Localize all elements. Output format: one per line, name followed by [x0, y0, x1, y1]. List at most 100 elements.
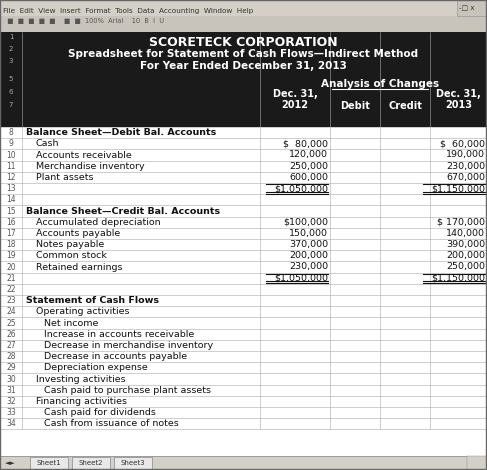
Text: Common stock: Common stock [36, 251, 107, 260]
Text: 28: 28 [6, 352, 16, 361]
Text: Balance Sheet—Debit Bal. Accounts: Balance Sheet—Debit Bal. Accounts [26, 128, 216, 137]
Text: Merchandise inventory: Merchandise inventory [36, 162, 145, 171]
Text: 370,000: 370,000 [289, 240, 328, 249]
Text: 22: 22 [6, 285, 16, 294]
Text: 31: 31 [6, 386, 16, 395]
Text: Accounts payable: Accounts payable [36, 229, 120, 238]
Text: 1: 1 [9, 34, 13, 40]
Text: Decrease in merchandise inventory: Decrease in merchandise inventory [44, 341, 213, 350]
Text: $  60,000: $ 60,000 [440, 139, 485, 149]
Text: 33: 33 [6, 408, 16, 417]
Bar [457, 0, 487, 16]
Text: Accounts receivable: Accounts receivable [36, 150, 132, 159]
Text: 15: 15 [6, 206, 16, 216]
Text: $100,000: $100,000 [283, 218, 328, 227]
Bar [30, 457, 68, 469]
Text: 17: 17 [6, 229, 16, 238]
Text: 230,000: 230,000 [446, 162, 485, 171]
Text: 34: 34 [6, 419, 16, 428]
Text: Spreadsheet for Statement of Cash Flows—Indirect Method: Spreadsheet for Statement of Cash Flows—… [69, 49, 418, 59]
Text: Debit: Debit [340, 101, 370, 111]
Bar [0, 456, 487, 470]
Text: 10: 10 [6, 150, 16, 159]
Text: $1,150,000: $1,150,000 [431, 184, 485, 193]
Text: Notes payable: Notes payable [36, 240, 104, 249]
Text: Cash paid for dividends: Cash paid for dividends [44, 408, 156, 417]
Text: 23: 23 [6, 296, 16, 305]
Text: 26: 26 [6, 329, 16, 339]
Bar [114, 457, 152, 469]
Bar [467, 456, 487, 470]
Text: 13: 13 [6, 184, 16, 193]
Bar [0, 0, 487, 32]
Text: 27: 27 [6, 341, 16, 350]
Text: Cash paid to purchase plant assets: Cash paid to purchase plant assets [44, 386, 211, 395]
Text: $ 170,000: $ 170,000 [437, 218, 485, 227]
Text: ◄►: ◄► [5, 460, 16, 466]
Text: 16: 16 [6, 218, 16, 227]
Text: -□ x: -□ x [459, 5, 475, 11]
Text: ■  ■  ■  ■  ■    ■  ■  100%  Arial    10  B  I  U: ■ ■ ■ ■ ■ ■ ■ 100% Arial 10 B I U [3, 18, 164, 24]
Text: Cash: Cash [36, 139, 59, 149]
Text: Sheet2: Sheet2 [79, 460, 103, 466]
Text: 24: 24 [6, 307, 16, 316]
Text: 3: 3 [9, 58, 13, 64]
Text: Sheet3: Sheet3 [121, 460, 145, 466]
Text: Cash from issuance of notes: Cash from issuance of notes [44, 419, 179, 428]
Bar [72, 457, 110, 469]
Text: Depreciation expense: Depreciation expense [44, 363, 148, 372]
Text: 25: 25 [6, 319, 16, 328]
Text: 200,000: 200,000 [289, 251, 328, 260]
Text: 250,000: 250,000 [289, 162, 328, 171]
Text: Plant assets: Plant assets [36, 173, 94, 182]
Text: 390,000: 390,000 [446, 240, 485, 249]
Text: 20: 20 [6, 263, 16, 272]
Bar [0, 32, 487, 127]
Text: 18: 18 [6, 240, 16, 249]
Text: 670,000: 670,000 [446, 173, 485, 182]
Text: $1,150,000: $1,150,000 [431, 274, 485, 282]
Text: 6: 6 [9, 89, 13, 95]
Text: 140,000: 140,000 [446, 229, 485, 238]
Text: Statement of Cash Flows: Statement of Cash Flows [26, 296, 159, 305]
Text: Operating activities: Operating activities [36, 307, 130, 316]
Text: Investing activities: Investing activities [36, 375, 126, 384]
Text: 19: 19 [6, 251, 16, 260]
Text: Sheet1: Sheet1 [37, 460, 61, 466]
Text: 150,000: 150,000 [289, 229, 328, 238]
Text: Accumulated depreciation: Accumulated depreciation [36, 218, 161, 227]
Text: 230,000: 230,000 [289, 263, 328, 272]
Text: 120,000: 120,000 [289, 150, 328, 159]
Text: 30: 30 [6, 375, 16, 384]
Text: 2012: 2012 [281, 100, 308, 110]
Text: 7: 7 [9, 102, 13, 108]
Text: 11: 11 [6, 162, 16, 171]
Text: 2: 2 [9, 46, 13, 52]
Text: Financing activities: Financing activities [36, 397, 127, 406]
Text: For Year Ended December 31, 2013: For Year Ended December 31, 2013 [140, 61, 347, 71]
Text: Decrease in accounts payable: Decrease in accounts payable [44, 352, 187, 361]
Text: 29: 29 [6, 363, 16, 372]
Text: 200,000: 200,000 [446, 251, 485, 260]
Text: 21: 21 [6, 274, 16, 282]
Text: Increase in accounts receivable: Increase in accounts receivable [44, 329, 194, 339]
Text: 600,000: 600,000 [289, 173, 328, 182]
Text: 190,000: 190,000 [446, 150, 485, 159]
Text: Dec. 31,: Dec. 31, [436, 89, 481, 99]
Text: 2013: 2013 [445, 100, 472, 110]
Text: SCORETECK CORPORATION: SCORETECK CORPORATION [149, 36, 338, 48]
Text: 250,000: 250,000 [446, 263, 485, 272]
Text: Retained earnings: Retained earnings [36, 263, 123, 272]
Text: 14: 14 [6, 196, 16, 204]
Bar [0, 16, 487, 32]
Text: Balance Sheet—Credit Bal. Accounts: Balance Sheet—Credit Bal. Accounts [26, 206, 220, 216]
Text: Credit: Credit [388, 101, 422, 111]
Text: 32: 32 [6, 397, 16, 406]
Text: $1,050,000: $1,050,000 [274, 274, 328, 282]
Text: 8: 8 [9, 128, 13, 137]
Text: $  80,000: $ 80,000 [283, 139, 328, 149]
Text: $1,050,000: $1,050,000 [274, 184, 328, 193]
Text: File  Edit  View  Insert  Format  Tools  Data  Accounting  Window  Help: File Edit View Insert Format Tools Data … [3, 8, 253, 14]
Text: Analysis of Changes: Analysis of Changes [321, 79, 439, 89]
Text: 5: 5 [9, 76, 13, 82]
